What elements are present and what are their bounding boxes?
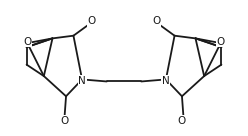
- Text: O: O: [217, 37, 225, 47]
- Text: N: N: [78, 76, 86, 86]
- Text: O: O: [23, 37, 31, 47]
- Text: O: O: [88, 16, 96, 26]
- Text: N: N: [162, 76, 170, 86]
- Text: O: O: [178, 116, 186, 126]
- Text: O: O: [60, 116, 68, 126]
- Text: O: O: [152, 16, 160, 26]
